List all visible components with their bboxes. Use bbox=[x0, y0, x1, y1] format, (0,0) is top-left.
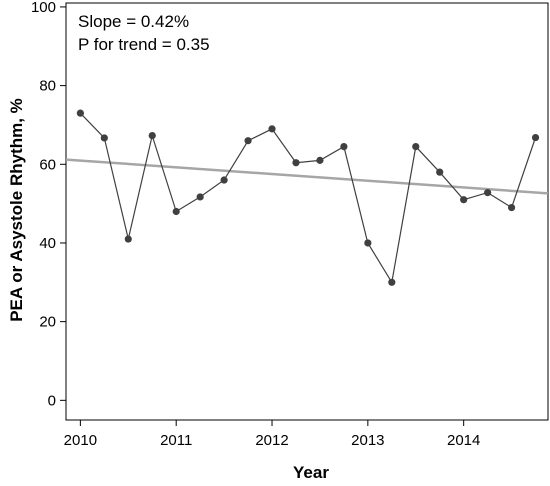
data-point bbox=[196, 193, 204, 201]
y-tick-label: 80 bbox=[39, 78, 56, 95]
y-axis: 0 20 40 60 80 100 bbox=[31, 0, 66, 409]
y-tick-label: 20 bbox=[39, 314, 56, 331]
x-tick-label: 2010 bbox=[64, 432, 97, 449]
data-point bbox=[76, 109, 84, 117]
data-point bbox=[484, 189, 492, 197]
plot-frame bbox=[65, 2, 549, 421]
data-point bbox=[460, 196, 468, 204]
x-tick-label: 2014 bbox=[447, 432, 480, 449]
y-axis-title: PEA or Asystole Rhythm, % bbox=[7, 98, 26, 322]
data-point bbox=[244, 137, 252, 145]
data-point bbox=[148, 131, 156, 140]
y-tick-label: 60 bbox=[39, 156, 56, 173]
data-point bbox=[220, 176, 228, 184]
data-point bbox=[340, 142, 348, 151]
y-tick-label: 40 bbox=[39, 235, 56, 252]
data-point bbox=[100, 134, 108, 142]
x-tick-label: 2012 bbox=[255, 432, 288, 449]
data-point bbox=[316, 156, 324, 164]
data-point bbox=[412, 142, 420, 151]
trend-line-group bbox=[65, 158, 549, 195]
data-point bbox=[124, 235, 132, 243]
series-line bbox=[79, 112, 537, 284]
x-axis-title: Year bbox=[293, 463, 329, 482]
data-point bbox=[436, 168, 444, 176]
y-tick-label: 0 bbox=[48, 392, 56, 409]
data-point bbox=[292, 159, 300, 167]
data-point bbox=[268, 125, 276, 133]
data-point bbox=[364, 239, 372, 247]
data-point bbox=[388, 278, 396, 286]
data-point bbox=[507, 203, 516, 212]
series-group bbox=[76, 109, 540, 286]
y-tick-label: 100 bbox=[31, 0, 56, 16]
data-point bbox=[172, 207, 180, 216]
annotation-slope: Slope = 0.42% bbox=[78, 12, 189, 31]
x-axis: 2010 2011 2012 2013 2014 bbox=[64, 420, 480, 449]
x-tick-label: 2013 bbox=[351, 432, 384, 449]
trend-line bbox=[65, 158, 549, 195]
annotation-p-trend: P for trend = 0.35 bbox=[78, 35, 210, 54]
data-point bbox=[531, 133, 540, 142]
x-tick-label: 2011 bbox=[160, 432, 192, 449]
